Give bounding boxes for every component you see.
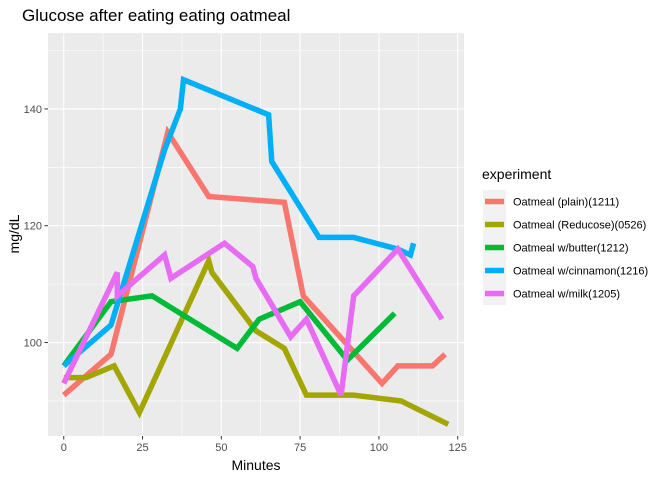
- legend-label-3: Oatmeal w/butter(1212): [513, 243, 629, 255]
- legend-label-4: Oatmeal w/cinnamon(1216): [513, 266, 648, 278]
- x-axis-title: Minutes: [231, 457, 280, 473]
- series-lines: [61, 75, 450, 427]
- series-line-1: [61, 125, 447, 398]
- x-tick-label: 25: [136, 442, 148, 454]
- plot-panel: [48, 33, 464, 436]
- legend-label-2: Oatmeal (Reducose)(0526): [513, 220, 646, 232]
- y-axis: 100 120 140: [24, 104, 48, 350]
- legend-label-5: Oatmeal w/milk(1205): [513, 289, 620, 301]
- legend: experiment Oatmeal (plain)(1211) Oatmeal …: [482, 166, 648, 305]
- x-axis: 0 25 50 75 100 125: [61, 436, 467, 454]
- y-tick-label: 120: [24, 221, 42, 233]
- x-tick-label: 100: [370, 442, 388, 454]
- series-line-5: [61, 239, 445, 397]
- legend-label-1: Oatmeal (plain)(1211): [513, 197, 619, 209]
- series-line-2: [63, 252, 450, 427]
- x-tick-label: 75: [294, 442, 306, 454]
- y-axis-title: mg/dL: [6, 214, 22, 253]
- x-tick-label: 50: [215, 442, 227, 454]
- y-tick-label: 140: [24, 104, 42, 116]
- x-tick-label: 0: [61, 442, 67, 454]
- y-tick-label: 100: [24, 338, 42, 350]
- legend-title: experiment: [482, 166, 551, 182]
- x-tick-label: 125: [449, 442, 467, 454]
- chart-title: Glucose after eating eating oatmeal: [22, 6, 290, 25]
